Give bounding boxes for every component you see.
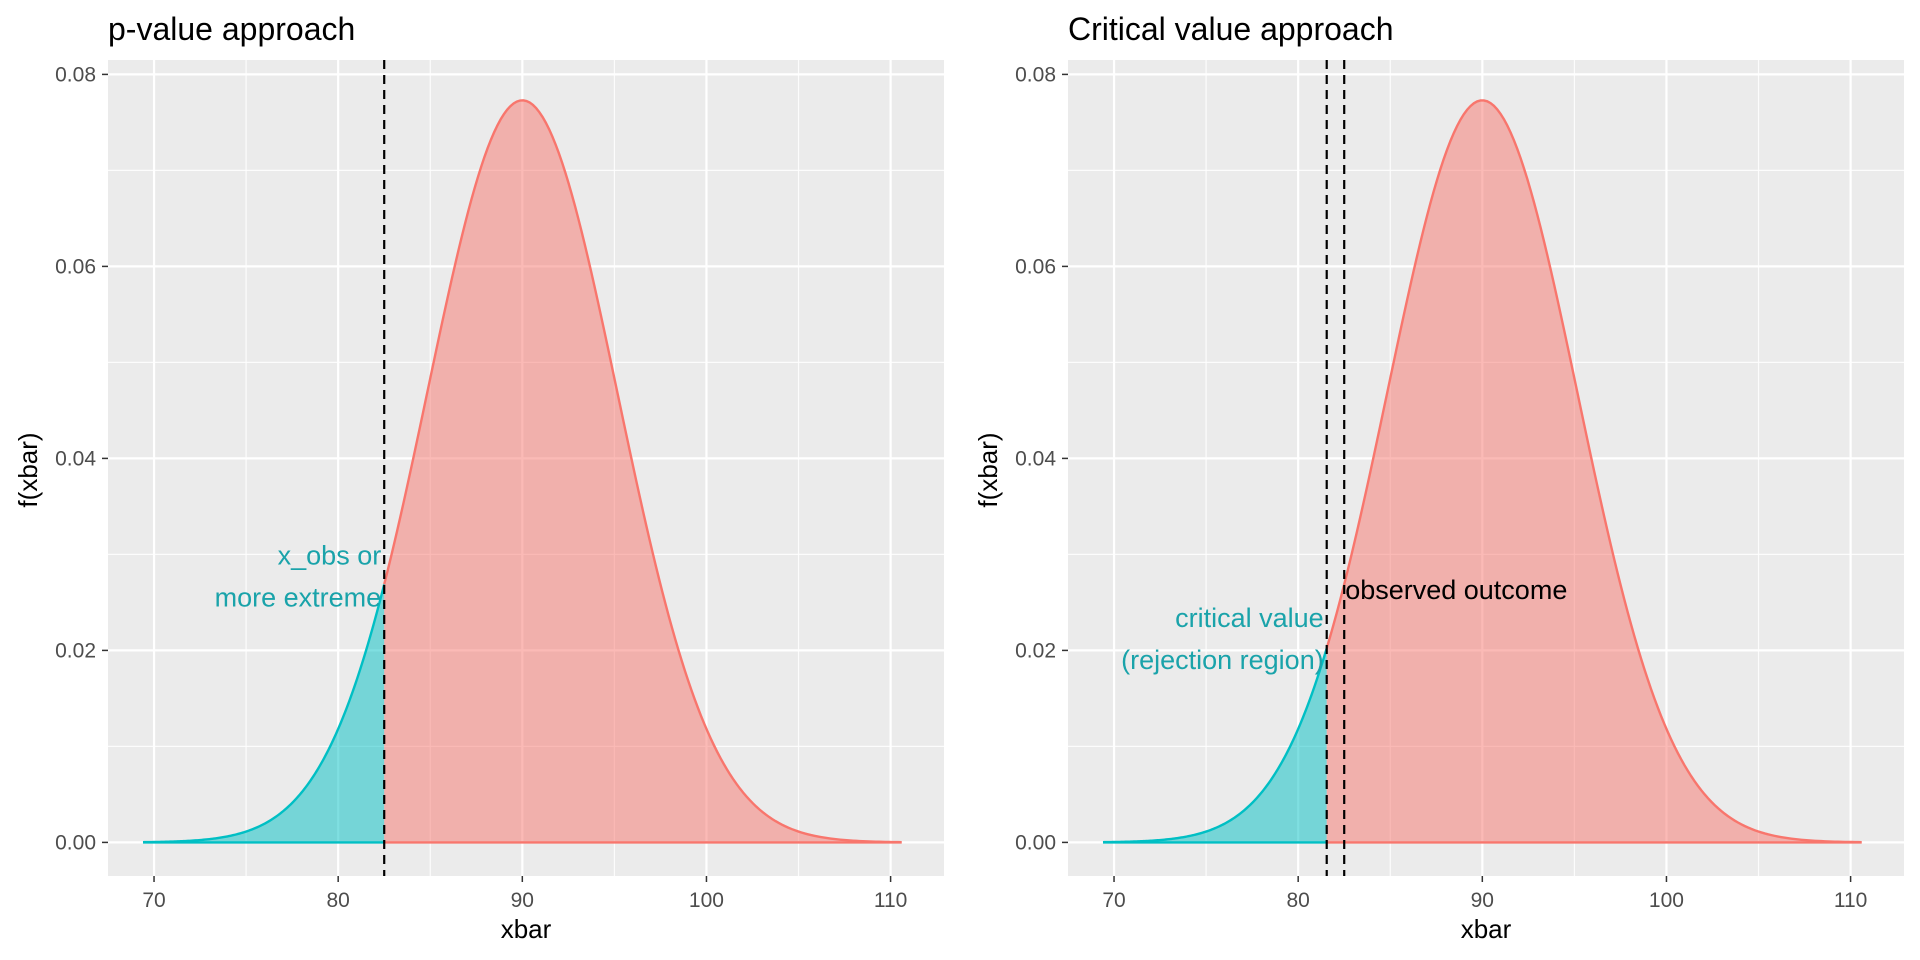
x-tick-label: 110 [1834,889,1867,912]
y-tick-label: 0.02 [55,639,96,662]
x-axis-label: xbar [501,914,552,944]
x-tick-label: 70 [142,889,165,912]
chart-title: p-value approach [108,11,355,47]
y-tick-label: 0.04 [55,447,96,470]
x-tick-label: 80 [1286,889,1309,912]
annotation-label: x_obs or [278,541,382,571]
x-tick-label: 100 [689,889,724,912]
annotation-label: more extreme [215,583,382,613]
y-tick-label: 0.04 [1015,447,1056,470]
x-tick-label: 110 [874,889,907,912]
body-curve [383,99,902,844]
annotation-label: (rejection region) [1121,645,1324,675]
x-tick-label: 70 [1102,889,1125,912]
x-tick-label: 80 [326,889,349,912]
y-axis-label: f(xbar) [13,432,43,507]
x-tick-label: 90 [511,889,534,912]
x-tick-label: 90 [1471,889,1494,912]
y-tick-label: 0.08 [55,63,96,86]
body-area [384,100,902,843]
y-tick-label: 0.06 [55,255,96,278]
y-tick-label: 0.02 [1015,639,1056,662]
y-tick-label: 0.00 [1015,831,1056,854]
x-tick-label: 100 [1649,889,1684,912]
annotation-label: critical value [1175,603,1324,633]
body-curve [1325,99,1862,844]
annotation-label: observed outcome [1345,575,1567,605]
x-axis-label: xbar [1461,914,1512,944]
tail-area [142,584,385,843]
y-axis-label: f(xbar) [973,432,1003,507]
y-tick-label: 0.00 [55,831,96,854]
tail-area [1102,648,1327,843]
chart-title: Critical value approach [1068,11,1394,47]
y-tick-label: 0.06 [1015,255,1056,278]
y-tick-label: 0.08 [1015,63,1056,86]
tail-curve [142,584,386,844]
critical-value-chart-panel: 70 80 90 100 110 0.00 0.02 0.04 0.06 0.08 critical… [973,11,1904,944]
p-value-chart-panel: 70 80 90 100 110 0.00 0.02 0.04 0.06 0.08 x_obs or… [13,11,944,944]
